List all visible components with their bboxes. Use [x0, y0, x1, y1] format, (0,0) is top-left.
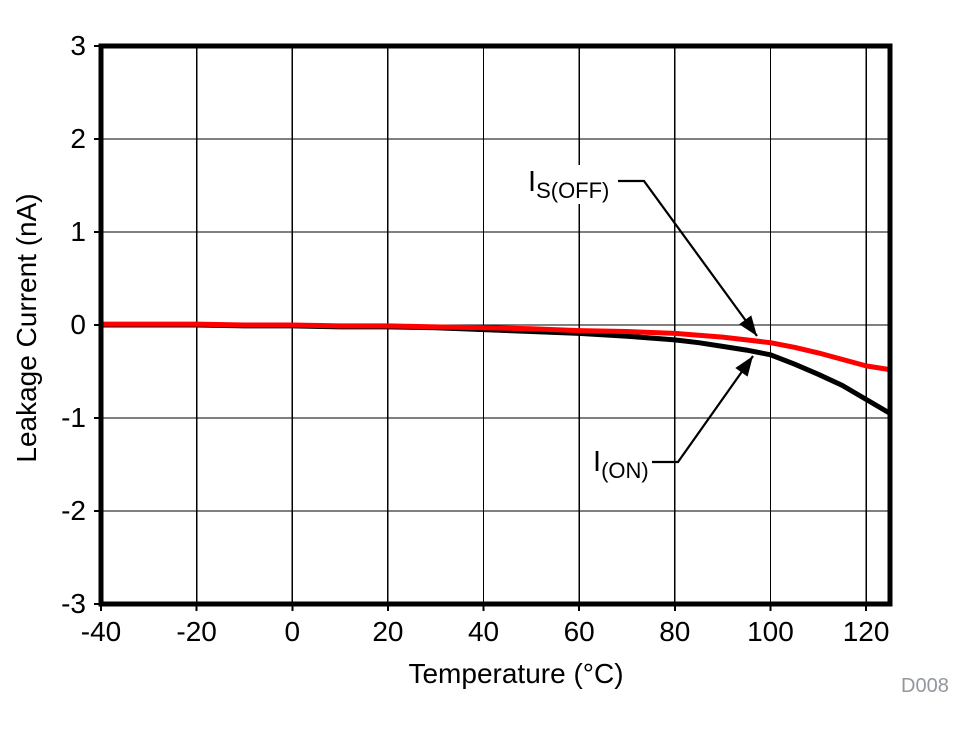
y-tick-label: 1	[70, 216, 86, 247]
x-tick-label: 40	[467, 616, 500, 647]
x-tick-label: 100	[747, 616, 794, 647]
y-tick-label: 2	[70, 123, 86, 154]
leader-line-i-on	[652, 355, 754, 464]
series-label-is-off: IS(OFF)	[526, 165, 612, 205]
y-tick-label: -3	[61, 588, 86, 619]
series-label-i-on-main: I	[593, 446, 602, 478]
series-curve-is-off-	[98, 321, 893, 373]
x-tick-label: -20	[176, 616, 217, 647]
series-curve-i-on-	[98, 322, 893, 416]
y-tick-label: 0	[70, 309, 86, 340]
x-tick-label: 120	[842, 616, 890, 647]
x-tick-label: -40	[80, 616, 122, 647]
series-label-i-on-sub: (ON)	[601, 457, 649, 483]
x-axis-title: Temperature (°C)	[408, 658, 624, 689]
y-tick-label: 3	[70, 30, 86, 61]
x-tick-label: 80	[659, 616, 691, 647]
y-tick-label: -1	[61, 402, 86, 433]
leader-arrowhead-is-off	[739, 315, 757, 336]
leader-line-is-off	[618, 179, 758, 337]
x-tick-label: 0	[284, 616, 301, 647]
plot-area	[94, 43, 893, 611]
plot-border	[98, 43, 893, 607]
series-label-is-off-main: I	[528, 166, 537, 198]
series-label-i-on: I(ON)	[591, 445, 651, 485]
leader-arrowhead-i-on	[735, 356, 753, 377]
y-tick-label: -2	[61, 495, 86, 526]
x-tick-label: 60	[563, 616, 595, 647]
x-tick-label: 20	[372, 616, 404, 647]
plot-id-watermark: D008	[901, 675, 949, 697]
series-label-is-off-sub: S(OFF)	[536, 177, 610, 203]
